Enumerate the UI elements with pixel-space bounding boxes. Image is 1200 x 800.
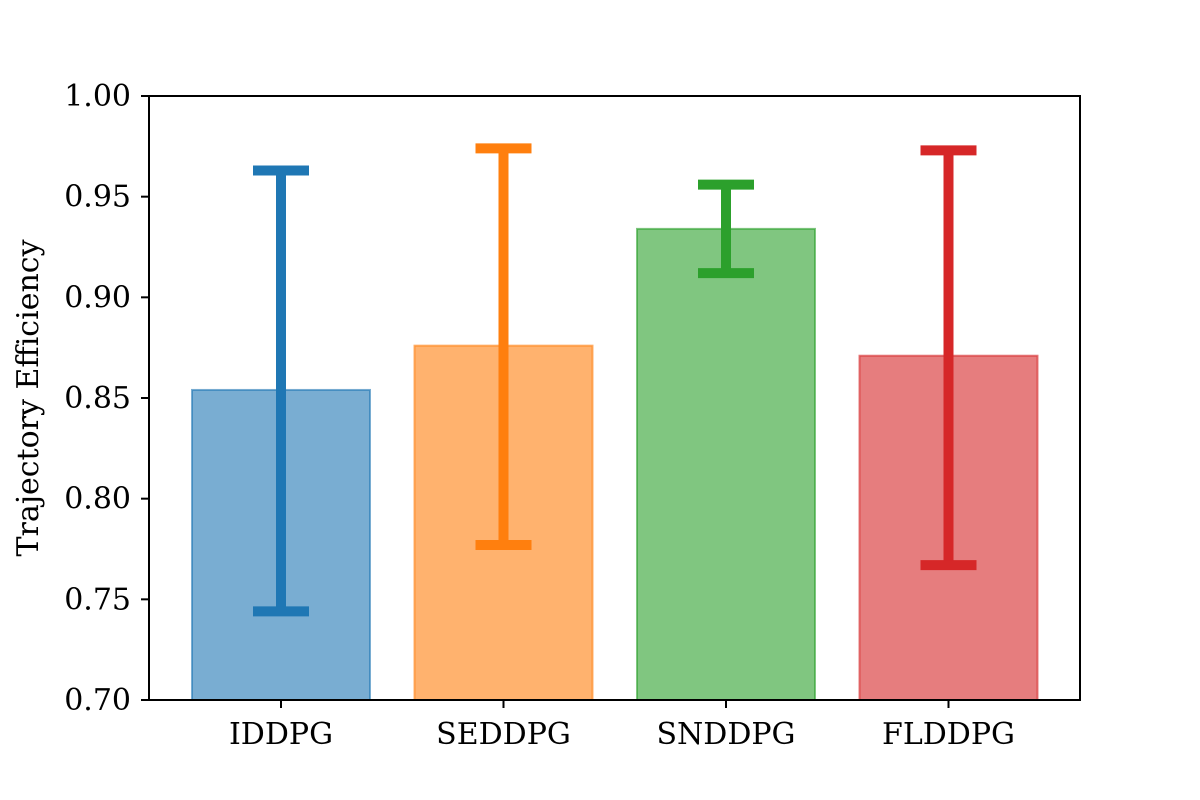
error-bar-snddpg — [698, 179, 754, 279]
x-tick-label: SEDDPG — [436, 717, 571, 752]
bar-snddpg — [636, 227, 816, 701]
y-axis: 0.70 0.75 0.80 0.85 0.90 0.95 1.00 — [64, 79, 149, 718]
error-bar-iddpg — [253, 165, 309, 617]
y-tick-label: 0.85 — [64, 381, 131, 416]
x-tick-label: FLDDPG — [882, 717, 1015, 752]
y-tick-label: 0.80 — [64, 482, 131, 517]
x-tick-label: IDDPG — [229, 717, 333, 752]
y-tick-label: 1.00 — [64, 79, 131, 114]
y-tick-label: 0.90 — [64, 280, 131, 315]
y-tick-label: 0.75 — [64, 582, 131, 617]
x-tick-label: SNDDPG — [656, 717, 795, 752]
y-axis-label: Trajectory Efficiency — [11, 239, 46, 556]
error-bar-flddpg — [920, 145, 977, 571]
error-bar-seddpg — [475, 143, 532, 550]
y-tick-label: 0.95 — [64, 180, 131, 215]
error-bars-layer — [253, 143, 977, 617]
bars-layer — [191, 227, 1039, 701]
y-tick-label: 0.70 — [64, 683, 131, 718]
x-axis: IDDPG SEDDPG SNDDPG FLDDPG — [229, 700, 1015, 752]
